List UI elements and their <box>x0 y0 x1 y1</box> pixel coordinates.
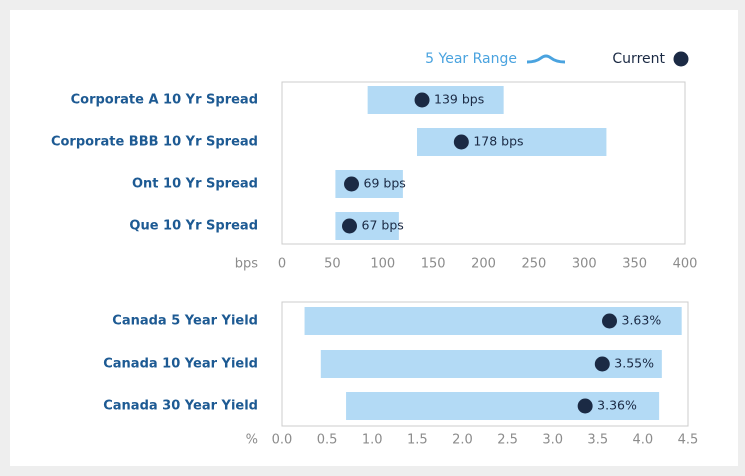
current-dot <box>602 313 618 329</box>
x-tick-label: 3.0 <box>542 433 563 448</box>
range-bar <box>417 128 607 156</box>
range-bar <box>367 86 504 114</box>
x-tick-label: 4.0 <box>633 433 654 448</box>
x-tick-label: 2.0 <box>452 433 473 448</box>
current-dot <box>594 356 610 372</box>
category-label: Que 10 Yr Spread <box>129 219 258 234</box>
legend-current-label: Current <box>612 51 665 67</box>
x-tick-label: 150 <box>421 257 446 272</box>
category-label: Ont 10 Yr Spread <box>132 177 258 192</box>
legend-range-label: 5 Year Range <box>425 51 517 67</box>
current-dot <box>453 134 469 150</box>
value-label: 3.36% <box>597 398 637 413</box>
x-tick-label: 3.5 <box>587 433 608 448</box>
x-tick-label: 50 <box>324 257 341 272</box>
current-dot <box>577 398 593 414</box>
value-label: 67 bps <box>362 218 404 233</box>
plot-frame <box>281 301 689 427</box>
x-tick-label: 0.5 <box>317 433 338 448</box>
current-dot <box>342 218 358 234</box>
current-dot <box>344 176 360 192</box>
x-tick-label: 0 <box>278 257 286 272</box>
category-label: Corporate A 10 Yr Spread <box>71 93 258 108</box>
category-label: Canada 30 Year Yield <box>103 399 258 414</box>
category-label: Corporate BBB 10 Yr Spread <box>51 135 258 150</box>
value-label: 69 bps <box>364 176 406 191</box>
x-tick-label: 4.5 <box>678 433 699 448</box>
x-tick-label: 0.0 <box>272 433 293 448</box>
x-tick-label: 1.0 <box>362 433 383 448</box>
x-axis-unit: bps <box>235 257 259 272</box>
x-tick-label: 2.5 <box>497 433 518 448</box>
legend-current-icon <box>673 51 689 67</box>
x-axis-unit: % <box>246 433 258 448</box>
x-tick-label: 250 <box>521 257 546 272</box>
value-label: 139 bps <box>434 92 484 107</box>
x-tick-label: 350 <box>622 257 647 272</box>
legend-range-icon <box>526 54 566 64</box>
category-label: Canada 5 Year Yield <box>112 314 258 329</box>
x-tick-label: 400 <box>673 257 698 272</box>
value-label: 178 bps <box>473 134 523 149</box>
range-bar <box>346 392 660 420</box>
x-tick-label: 1.5 <box>407 433 428 448</box>
range-bar <box>320 350 662 378</box>
x-tick-label: 300 <box>572 257 597 272</box>
category-label: Canada 10 Year Yield <box>103 357 258 372</box>
current-dot <box>414 92 430 108</box>
x-tick-label: 200 <box>471 257 496 272</box>
range-bar <box>304 307 682 335</box>
plot-frame <box>281 81 686 245</box>
x-tick-label: 100 <box>370 257 395 272</box>
value-label: 3.63% <box>622 313 662 328</box>
value-label: 3.55% <box>614 356 654 371</box>
